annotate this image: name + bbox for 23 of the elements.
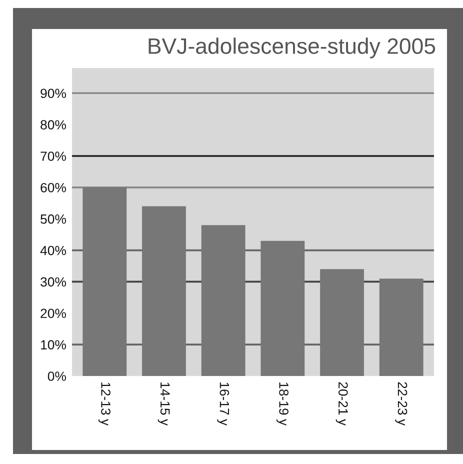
- bar: [320, 269, 364, 376]
- x-tick-label: 12-13 y: [98, 382, 110, 426]
- y-tick-label: 0%: [48, 372, 66, 381]
- y-tick-label: 30%: [40, 277, 66, 287]
- x-tick-label: 20-21 y: [336, 382, 348, 426]
- y-tick-label: 20%: [40, 308, 66, 318]
- y-tick-label: 10%: [41, 340, 66, 350]
- y-tick-label: 80%: [40, 120, 66, 130]
- x-tick-label: 14-15 y: [158, 382, 170, 426]
- y-tick-label: 90%: [40, 88, 66, 98]
- bar: [379, 278, 424, 376]
- bar: [260, 240, 305, 376]
- chart-title: BVJ-adolescense-study 2005: [148, 38, 436, 58]
- x-tick-label: 22-23 y: [395, 382, 408, 426]
- x-tick-label: 16-17 y: [217, 382, 230, 426]
- y-tick-label: 40%: [40, 246, 66, 256]
- x-tick-label: 18-19 y: [276, 382, 288, 426]
- bar: [82, 187, 127, 376]
- y-tick-label: 70%: [40, 152, 66, 161]
- bar: [201, 225, 246, 376]
- bar: [142, 206, 186, 376]
- y-tick-label: 50%: [40, 214, 66, 224]
- y-tick-label: 60%: [40, 182, 66, 192]
